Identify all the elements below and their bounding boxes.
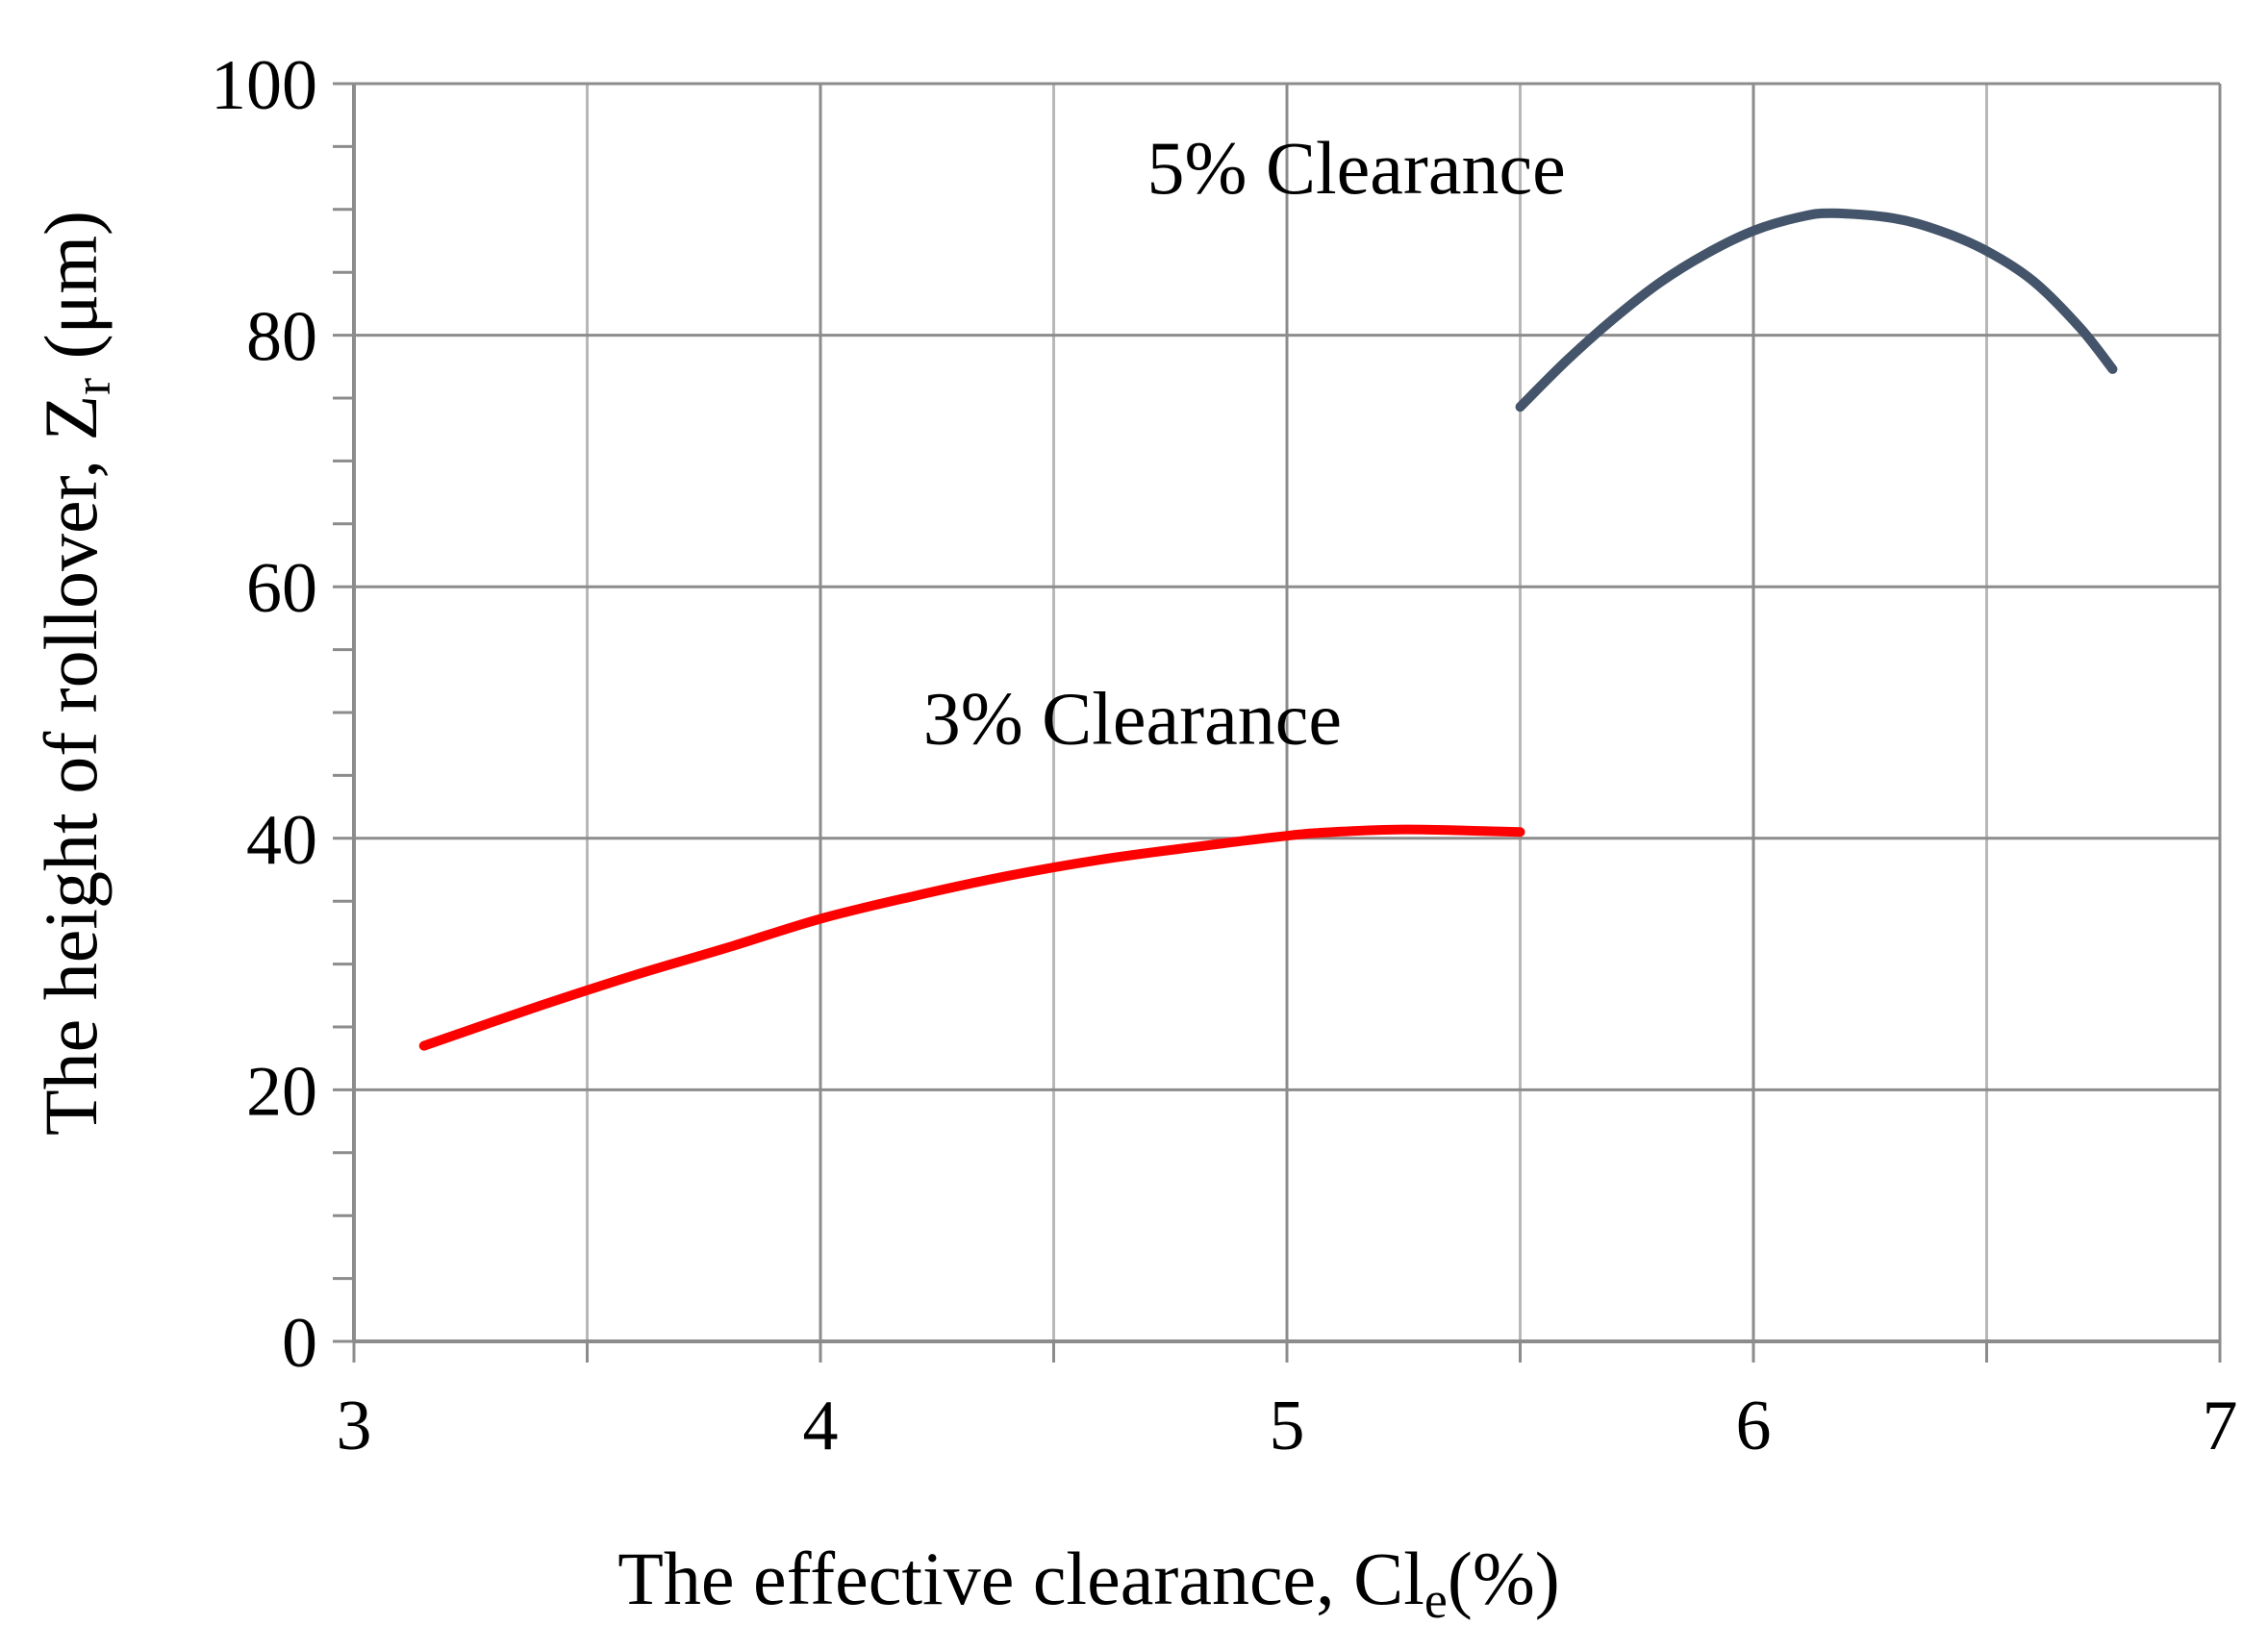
y-tick-label: 80 (246, 298, 317, 377)
x-axis-title: The effective clearance, Cle(%) (617, 1537, 1560, 1629)
annotations: 3% Clearance 5% Clearance (923, 126, 1566, 761)
series-group (418, 208, 2118, 1051)
grid-lines (352, 82, 2222, 1343)
x-tick-labels: 3 4 5 6 7 (337, 1387, 2238, 1465)
x-tick-label: 6 (1736, 1387, 1772, 1465)
y-tick-label: 20 (246, 1052, 317, 1131)
y-tick-label: 60 (246, 549, 317, 628)
x-tick-label: 4 (803, 1387, 839, 1465)
series-line-3pct (418, 824, 1525, 1051)
y-tick-label: 0 (282, 1304, 317, 1383)
y-tick-label: 100 (211, 46, 317, 125)
series-line-5pct (1515, 208, 2118, 413)
y-tick-label: 40 (246, 801, 317, 880)
x-tick-label: 5 (1270, 1387, 1305, 1465)
x-tick-label: 7 (2203, 1387, 2238, 1465)
x-tick-label: 3 (337, 1387, 372, 1465)
annotation-ann5: 5% Clearance (1147, 126, 1566, 210)
annotation-ann3: 3% Clearance (923, 677, 1342, 761)
axes (333, 82, 2222, 1363)
y-axis-title: The height of rollover, Zr (μm) (29, 211, 121, 1136)
y-tick-labels: 0 20 40 60 80 100 (211, 46, 317, 1383)
